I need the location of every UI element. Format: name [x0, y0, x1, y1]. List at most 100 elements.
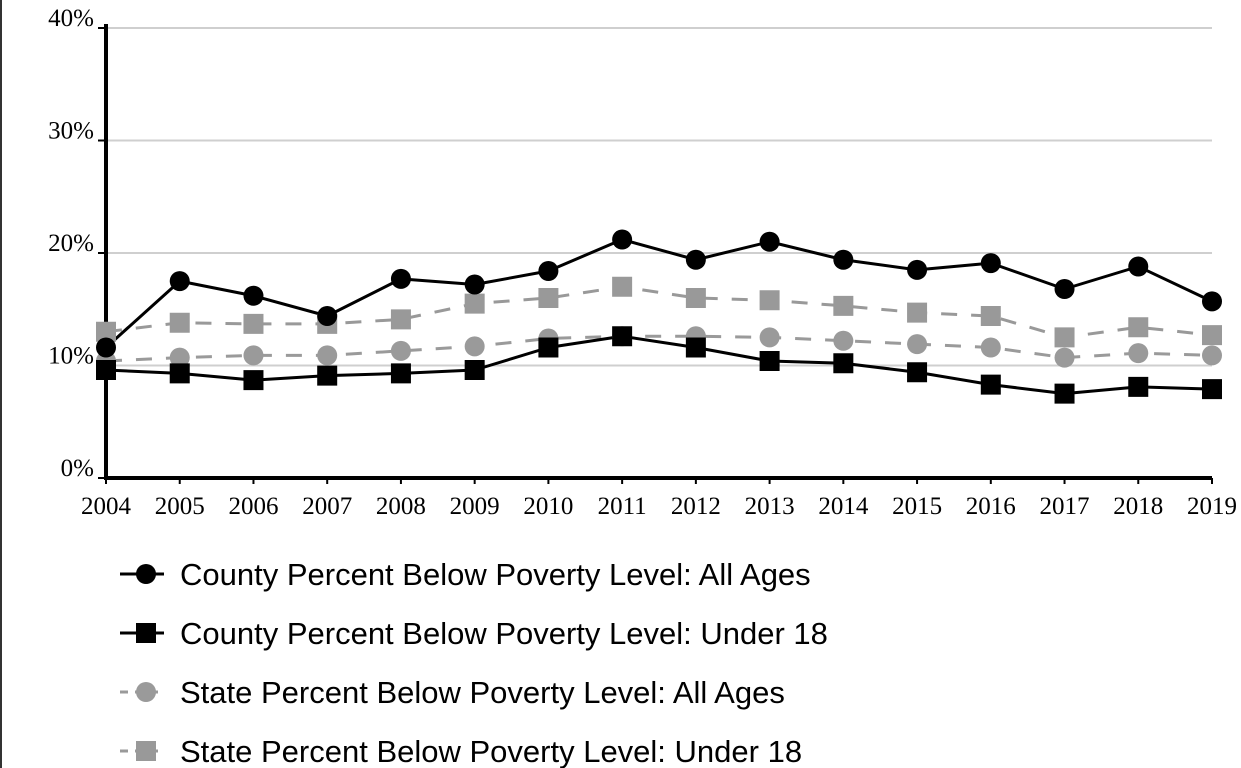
data-point	[1054, 327, 1075, 348]
y-tick-label: 30%	[48, 118, 94, 145]
data-point	[1128, 376, 1149, 397]
data-point	[980, 306, 1001, 326]
data-point	[1202, 291, 1222, 312]
data-point	[390, 363, 411, 384]
y-tick-label: 20%	[48, 230, 94, 257]
data-point	[833, 330, 854, 351]
data-point	[96, 321, 116, 342]
data-point	[833, 353, 854, 374]
x-tick-label: 2014	[818, 493, 869, 520]
data-point	[96, 360, 116, 380]
data-point	[907, 302, 928, 323]
y-tick-label: 40%	[48, 5, 94, 32]
legend-item: State Percent Below Poverty Level: All A…	[120, 675, 785, 710]
data-point	[464, 360, 485, 380]
data-point	[1128, 317, 1149, 338]
data-point	[317, 345, 338, 366]
data-point	[980, 374, 1001, 395]
series-line	[105, 334, 1213, 396]
x-tick-label: 2017	[1040, 493, 1090, 520]
data-point	[96, 337, 116, 358]
legend-label: County Percent Below Poverty Level: Unde…	[180, 616, 828, 651]
data-point	[759, 231, 780, 252]
y-tick-label: 0%	[61, 455, 94, 482]
x-tick-label: 2018	[1113, 493, 1163, 520]
data-point	[464, 293, 485, 314]
data-point	[243, 370, 264, 391]
data-point	[1128, 343, 1149, 364]
data-point	[538, 337, 559, 358]
data-point	[390, 268, 411, 289]
data-point	[1202, 379, 1222, 400]
data-point	[390, 340, 411, 361]
x-axis-tick-labels: 2004 2005 2006 2007 2008 2009 2010 2011 2012 2013…	[81, 478, 1237, 520]
data-point	[759, 327, 780, 348]
y-axis-tick-labels: 0% 10% 20% 30% 40%	[48, 5, 106, 482]
data-point	[317, 365, 338, 386]
data-point	[1128, 256, 1149, 277]
data-point	[243, 285, 264, 306]
legend-label: State Percent Below Poverty Level: Under…	[180, 734, 802, 768]
legend-label: County Percent Below Poverty Level: All …	[180, 557, 811, 592]
data-point	[538, 288, 559, 308]
legend-marker	[136, 741, 156, 761]
x-tick-label: 2005	[155, 493, 205, 520]
data-point	[464, 336, 485, 357]
data-point	[243, 313, 264, 334]
series-markers	[96, 229, 1222, 404]
legend: County Percent Below Poverty Level: All …	[120, 557, 828, 768]
series-line	[105, 285, 1213, 339]
data-point	[980, 337, 1001, 358]
data-point	[243, 345, 264, 366]
data-point	[1202, 325, 1222, 346]
x-tick-label: 2006	[228, 493, 278, 520]
data-point	[980, 253, 1001, 274]
data-point	[612, 326, 633, 347]
data-point	[907, 334, 928, 355]
data-point	[685, 288, 706, 308]
data-point	[907, 362, 928, 383]
x-tick-label: 2019	[1187, 493, 1237, 520]
x-tick-label: 2011	[598, 493, 647, 520]
x-tick-label: 2012	[671, 493, 721, 520]
x-tick-label: 2009	[450, 493, 500, 520]
data-point	[1054, 383, 1075, 404]
x-tick-label: 2004	[81, 493, 132, 520]
data-point	[169, 363, 190, 384]
data-point	[907, 259, 928, 280]
legend-marker	[136, 564, 156, 584]
data-point	[685, 249, 706, 270]
data-point	[759, 351, 780, 371]
x-tick-label: 2013	[745, 493, 795, 520]
data-point	[612, 229, 633, 250]
legend-marker	[136, 623, 156, 643]
gridlines	[106, 27, 1212, 367]
data-point	[612, 276, 633, 297]
data-point	[538, 261, 559, 281]
legend-item: County Percent Below Poverty Level: All …	[120, 557, 811, 592]
data-point	[1054, 347, 1075, 368]
data-point	[833, 249, 854, 270]
data-point	[1202, 345, 1222, 366]
data-point	[169, 312, 190, 333]
x-tick-label: 2008	[376, 493, 426, 520]
series-line	[105, 334, 1213, 363]
data-point	[169, 347, 190, 368]
data-point	[464, 274, 485, 295]
legend-marker	[136, 682, 156, 702]
data-point	[169, 271, 190, 292]
data-point	[1054, 279, 1075, 299]
legend-label: State Percent Below Poverty Level: All A…	[180, 675, 785, 710]
legend-item: County Percent Below Poverty Level: Unde…	[120, 616, 828, 651]
data-point	[317, 306, 338, 326]
x-tick-label: 2010	[523, 493, 573, 520]
y-tick-label: 10%	[48, 343, 94, 370]
x-tick-label: 2016	[966, 493, 1016, 520]
data-point	[390, 309, 411, 330]
data-point	[833, 295, 854, 316]
series-line	[104, 238, 1213, 349]
series-lines	[104, 238, 1213, 396]
data-point	[759, 290, 780, 311]
